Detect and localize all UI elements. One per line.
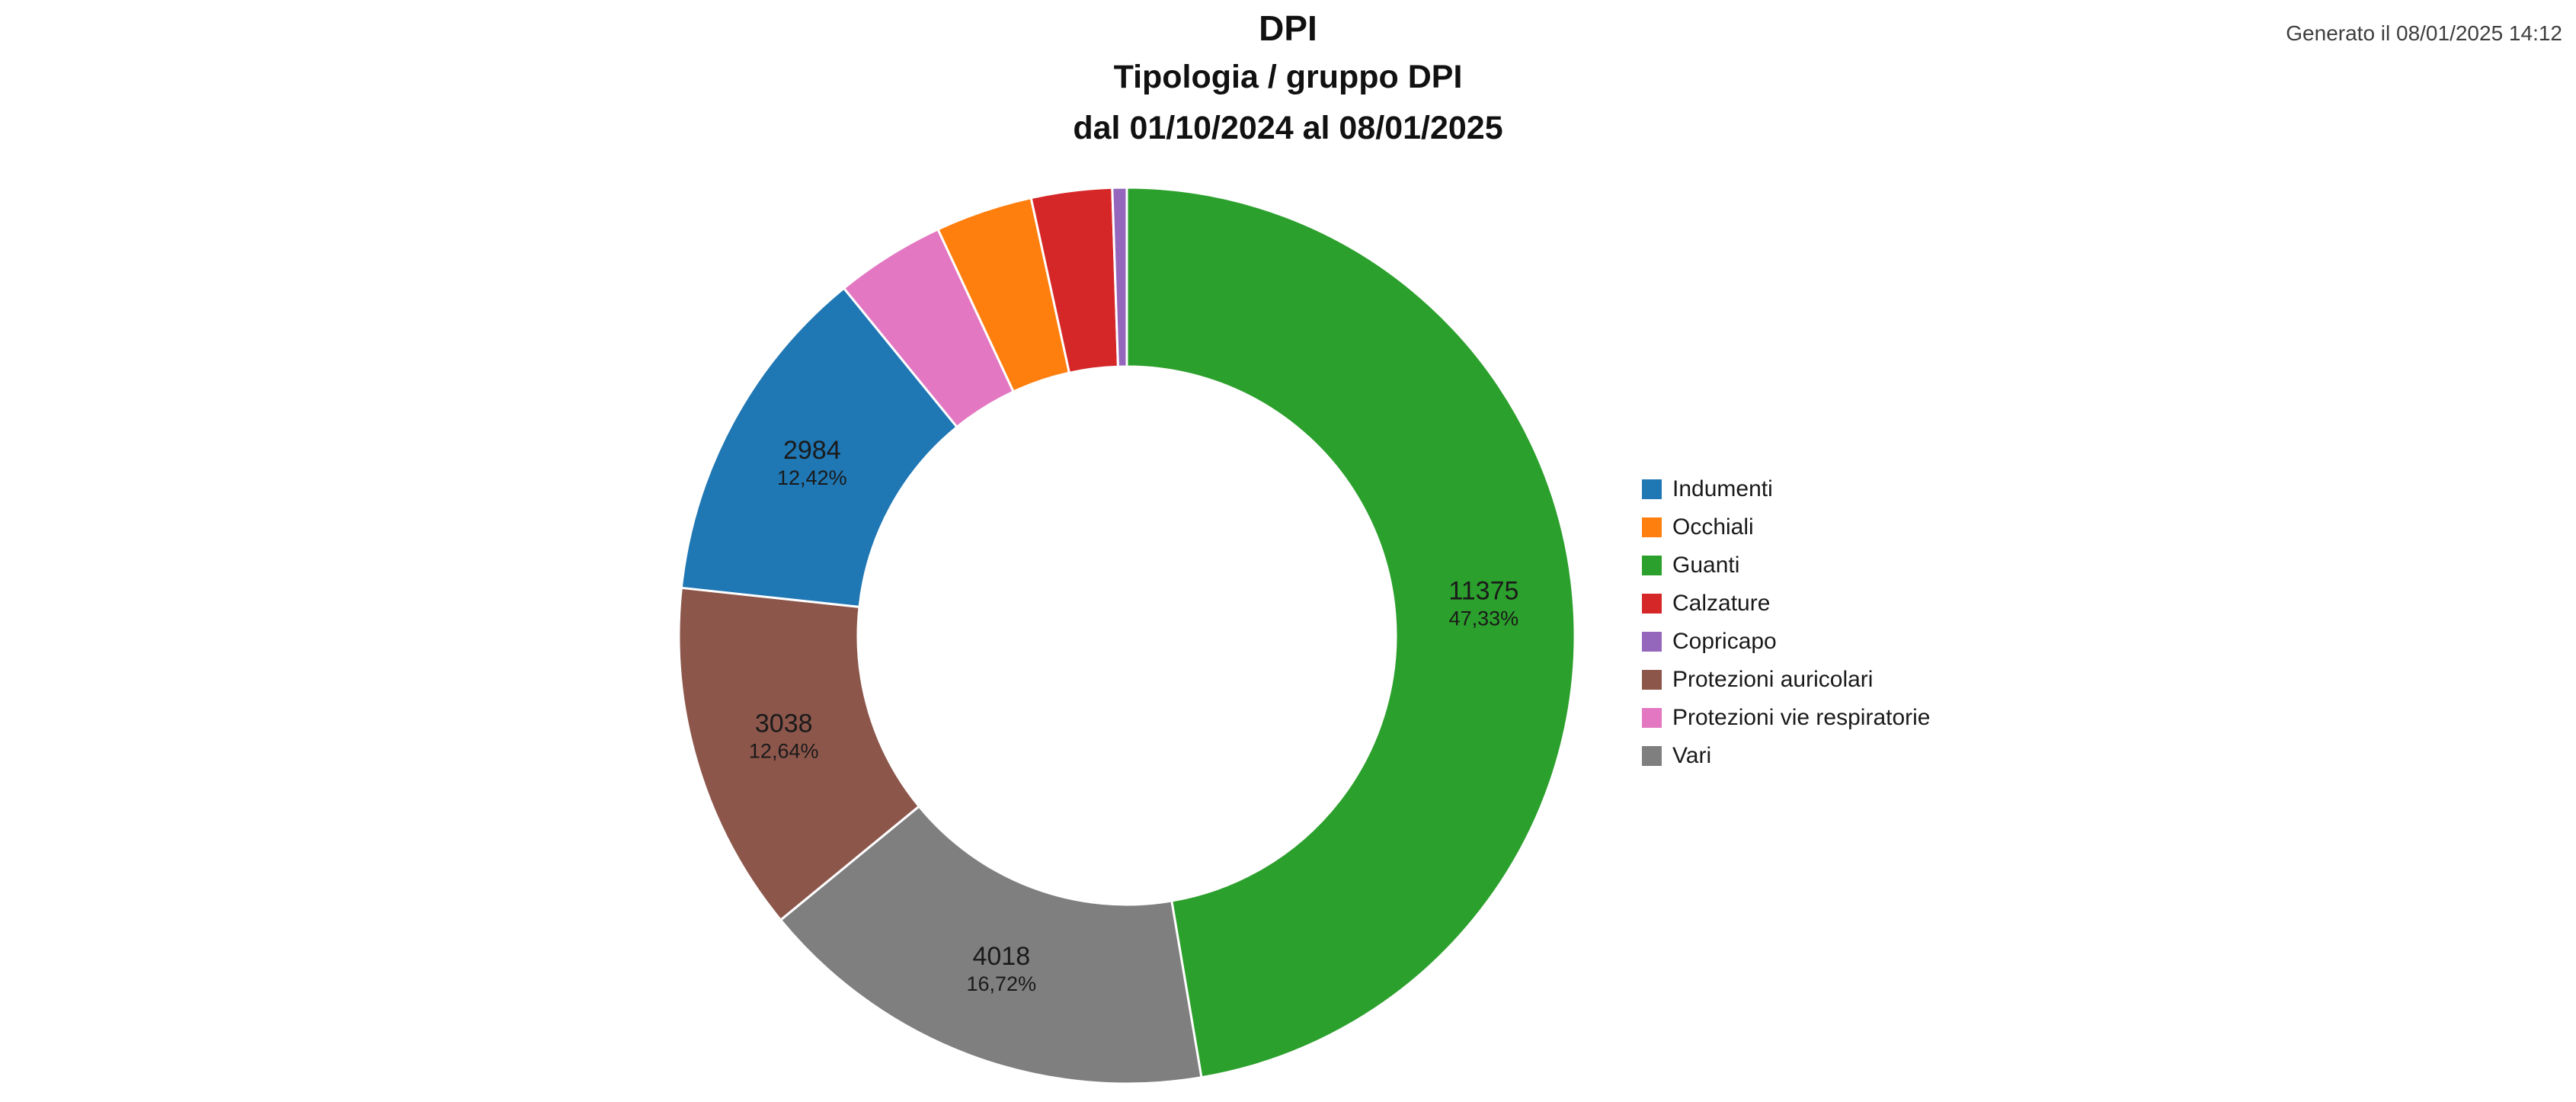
legend-swatch-indumenti <box>1642 479 1662 499</box>
slice-value-label-guanti: 11375 <box>1448 577 1518 606</box>
legend-item-vari: Vari <box>1642 737 1930 775</box>
legend-item-protezioni-vie-respiratorie: Protezioni vie respiratorie <box>1642 699 1930 737</box>
chart-subtitle: Tipologia / gruppo DPI <box>1113 59 1463 95</box>
slice-value-label-indumenti: 2984 <box>783 436 841 465</box>
donut-slice-protezioni-auricolari <box>677 586 920 921</box>
slice-percent-label-vari: 16,72% <box>967 972 1037 995</box>
legend-label-guanti: Guanti <box>1672 553 1740 578</box>
legend-item-protezioni-auricolari: Protezioni auricolari <box>1642 661 1930 699</box>
legend-item-indumenti: Indumenti <box>1642 470 1930 508</box>
legend-label-calzature: Calzature <box>1672 591 1771 616</box>
chart-date-range: dal 01/10/2024 al 08/01/2025 <box>1073 110 1503 146</box>
donut-slice-guanti <box>1125 186 1576 1079</box>
legend-label-indumenti: Indumenti <box>1672 476 1773 501</box>
slice-percent-label-indumenti: 12,42% <box>777 466 847 489</box>
chart-title: DPI <box>1259 8 1317 48</box>
legend-swatch-copricapo <box>1642 632 1662 652</box>
generated-timestamp: Generato il 08/01/2025 14:12 <box>2286 21 2562 45</box>
slice-percent-label-protezioni-auricolari: 12,64% <box>749 740 819 763</box>
legend-swatch-guanti <box>1642 556 1662 575</box>
slice-value-label-protezioni-auricolari: 3038 <box>755 710 813 738</box>
legend-label-vari: Vari <box>1672 743 1712 768</box>
legend-item-occhiali: Occhiali <box>1642 508 1930 546</box>
slice-percent-label-guanti: 47,33% <box>1449 607 1519 630</box>
legend-label-copricapo: Copricapo <box>1672 629 1777 654</box>
legend-swatch-occhiali <box>1642 517 1662 537</box>
legend-swatch-calzature <box>1642 594 1662 613</box>
donut-slice-copricapo <box>1111 186 1128 368</box>
legend-label-protezioni-vie-respiratorie: Protezioni vie respiratorie <box>1672 705 1931 730</box>
donut-slice-vari <box>779 805 1203 1085</box>
legend-item-guanti: Guanti <box>1642 546 1930 585</box>
legend-item-copricapo: Copricapo <box>1642 623 1930 661</box>
legend-item-calzature: Calzature <box>1642 585 1930 623</box>
legend-swatch-protezioni-vie-respiratorie <box>1642 708 1662 728</box>
donut-slice-indumenti <box>680 287 958 608</box>
chart-legend: Indumenti Occhiali Guanti Calzature Copricap… <box>1642 470 1930 775</box>
legend-label-protezioni-auricolari: Protezioni auricolari <box>1672 667 1874 692</box>
slice-value-label-vari: 4018 <box>972 942 1030 971</box>
legend-label-occhiali: Occhiali <box>1672 514 1754 540</box>
legend-swatch-vari <box>1642 746 1662 766</box>
legend-swatch-protezioni-auricolari <box>1642 670 1662 690</box>
